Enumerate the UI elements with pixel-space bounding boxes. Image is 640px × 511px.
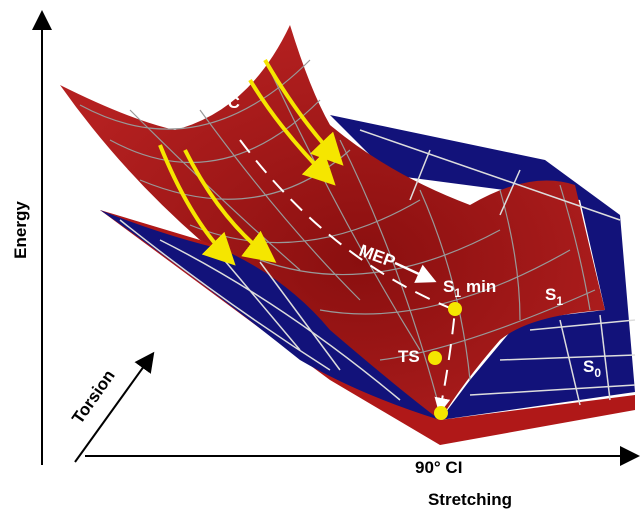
s0-sub: 0	[594, 366, 601, 380]
stretching-label: Stretching	[428, 490, 512, 509]
ci-label: 90° CI	[415, 458, 462, 477]
s1-main: S	[545, 285, 556, 304]
surfaces	[60, 25, 635, 445]
torsion-label: Torsion	[68, 366, 119, 427]
energy-label: Energy	[11, 201, 30, 259]
from-fc-label: From FC	[170, 93, 240, 112]
s1-min-sub: 1	[454, 286, 461, 300]
ts-label: TS	[398, 347, 420, 366]
ci-point	[434, 406, 448, 420]
s1-min-point	[448, 302, 462, 316]
s1-min-suffix: min	[466, 277, 496, 296]
s1-sub: 1	[556, 294, 563, 308]
s1-min-main: S	[443, 277, 454, 296]
s0-main: S	[583, 357, 594, 376]
diagram: Energy Torsion Stretching From FC MEP TS…	[0, 0, 640, 511]
ts-point	[428, 351, 442, 365]
